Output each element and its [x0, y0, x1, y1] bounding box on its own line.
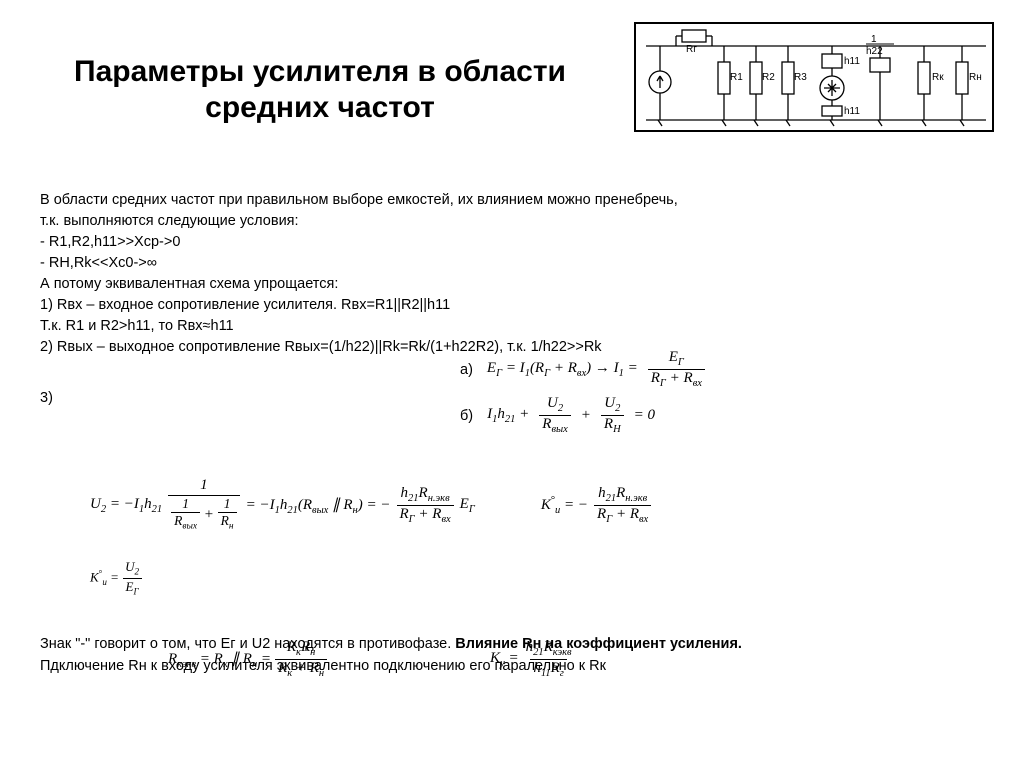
equation-ky: Ky = h21Rкэкв h11Rг [490, 640, 575, 679]
text-line: - RH,Rk<<Xc0->∞ [40, 253, 984, 274]
circuit-label: Rк [932, 72, 944, 83]
circuit-label: Rн [969, 72, 982, 83]
equation-rkekv: Rкэкв = Rк ∥ Rн = RкRн Rк + Rн [168, 640, 327, 679]
equation-a: а) EГ = I1(RГ + Rвх) → I1 = EГ RГ + Rвх [460, 350, 705, 389]
circuit-label: R1 [730, 72, 743, 83]
equation-u2: U2 = −I1h21 1 1 Rвых + 1 Rн = −I1h21(Rвы… [90, 478, 984, 533]
equation-b: б) I1h21 + U2 Rвых + U2 RH = 0 [460, 396, 655, 435]
eq-label: а) [460, 362, 473, 378]
circuit-label: R3 [794, 72, 807, 83]
svg-text:1: 1 [871, 34, 877, 45]
eq-label: б) [460, 408, 473, 424]
text-line: Т.к. R1 и R2>h11, то Rвх≈h11 [40, 316, 984, 337]
circuit-label: h11 [844, 56, 860, 67]
circuit-label: h22 [866, 46, 883, 57]
circuit-diagram: Rг R1 R2 R3 h11 h11 1 h22 Rк Rн [634, 22, 994, 132]
equation-ku-small: K°u = U2 EГ [90, 560, 142, 597]
page-title: Параметры усилителя в области средних ча… [40, 54, 600, 126]
text-line: 1) Rвх – входное сопротивление усилителя… [40, 295, 984, 316]
circuit-label: Rг [686, 44, 697, 55]
circuit-label: h11 [844, 106, 860, 117]
text-line: т.к. выполняются следующие условия: [40, 211, 984, 232]
text-line: В области средних частот при правильном … [40, 190, 984, 211]
body-text: В области средних частот при правильном … [40, 190, 984, 358]
circuit-label: R2 [762, 72, 775, 83]
text-line: 3) [40, 390, 53, 406]
text-line: - R1,R2,h11>>Xcp->0 [40, 232, 984, 253]
text-line: А потому эквивалентная схема упрощается: [40, 274, 984, 295]
